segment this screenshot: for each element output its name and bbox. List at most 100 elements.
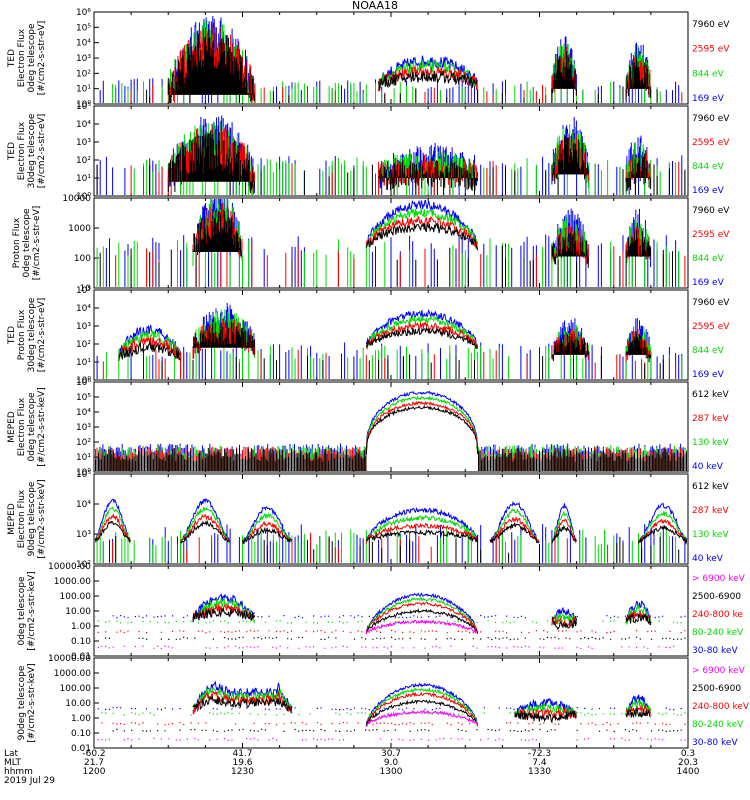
y-tick-label: 10³	[76, 423, 91, 433]
series-black-line	[118, 340, 181, 361]
y-axis-label: [#/cm2-s-str-eV]	[37, 21, 47, 96]
legend-entry: 169 eV	[692, 370, 725, 380]
y-tick-label: 10⁵	[76, 393, 91, 403]
series-red-background	[101, 721, 686, 726]
series-green-line	[242, 512, 292, 543]
series-group	[96, 115, 686, 195]
y-tick-label: 10⁶	[76, 378, 91, 388]
y-tick-label: 10000.00	[48, 562, 91, 572]
series-magenta-line	[365, 619, 479, 635]
y-tick-label: 10⁵	[76, 470, 91, 480]
series-green-line	[489, 508, 540, 543]
series-black-line	[551, 135, 589, 184]
panel-frame	[93, 565, 689, 657]
panel-4	[93, 289, 689, 381]
series-black-line	[514, 709, 577, 724]
y-tick-label: 10⁵	[76, 102, 91, 112]
x-axis-row-label: hhmm	[4, 767, 33, 777]
series-black-line	[365, 699, 479, 727]
series-red-line	[95, 512, 131, 542]
panel-5	[93, 381, 689, 473]
y-tick-label: 10⁵	[76, 286, 91, 296]
y-tick-label: 10²	[76, 340, 91, 350]
y-axis-label: [#/cm2-s-str-keV]	[27, 663, 37, 742]
series-green-line	[625, 604, 651, 626]
series-black-line	[551, 50, 577, 96]
series-group	[95, 498, 687, 563]
y-tick-label: 0.01	[71, 652, 91, 662]
series-green-line	[118, 330, 181, 359]
legend-entry: 7960 eV	[692, 298, 730, 308]
series-blue-line	[638, 502, 687, 544]
series-magenta-background	[95, 645, 675, 650]
series-black-line	[180, 519, 230, 544]
y-axis-label: 30deg telescope	[27, 113, 37, 188]
series-red-line	[365, 691, 479, 726]
y-axis-label: MEPED	[7, 503, 17, 535]
series-green-line	[365, 315, 479, 349]
y-tick-label: 1.00	[71, 714, 91, 724]
series-group	[95, 680, 686, 741]
x-tick-lat: 30.7	[381, 749, 401, 759]
series-green-line	[551, 510, 577, 544]
y-axis-label: Electron Flux	[17, 397, 27, 456]
y-tick-label: 10¹	[76, 174, 91, 184]
y-axis-label: [#/cm2-s-str-keV]	[37, 387, 47, 466]
series-black-line	[625, 230, 652, 260]
legend-entry: 2500-6900	[692, 684, 741, 694]
y-axis-label: Proton Flux	[17, 309, 27, 360]
series-group	[95, 592, 686, 650]
series-blue-line	[365, 506, 479, 541]
series-black-background	[161, 354, 664, 379]
series-blue-line	[551, 503, 577, 543]
y-tick-label: 10²	[76, 560, 91, 570]
y-tick-label: 100	[74, 254, 91, 264]
series-green-line	[365, 687, 479, 727]
legend-entry: 40 keV	[692, 462, 724, 472]
series-green-line	[366, 208, 479, 248]
x-tick-mlt: 7.4	[532, 758, 547, 768]
legend-entry: 612 keV	[692, 482, 729, 492]
legend-entry: 240-800 keV	[692, 702, 750, 712]
series-black-line	[192, 696, 293, 712]
legend-entry: 2595 eV	[692, 322, 730, 332]
panel-frame	[93, 289, 689, 381]
series-green-line	[192, 687, 293, 715]
x-tick-hhmm: 1400	[677, 767, 700, 777]
legend-entry: 287 keV	[692, 506, 729, 516]
series-red-line	[242, 520, 292, 544]
panel-2	[93, 105, 689, 197]
series-black-line	[192, 322, 256, 356]
series-black-line	[95, 520, 131, 544]
x-tick-hhmm: 1230	[231, 767, 254, 777]
series-red-line	[514, 707, 577, 720]
x-axis-row-label: 2019 Jul 29	[4, 776, 55, 786]
x-tick-mlt: 19.6	[232, 758, 252, 768]
series-red-line	[365, 601, 479, 635]
y-axis-label: Proton Flux	[12, 217, 22, 268]
series-black-line	[551, 334, 589, 362]
series-group	[95, 390, 687, 471]
y-tick-label: 0.10	[71, 729, 91, 739]
series-black-background	[99, 245, 673, 287]
panel-6	[93, 473, 689, 565]
series-black-line	[192, 210, 243, 257]
y-tick-label: 0.10	[71, 637, 91, 647]
panel-7	[93, 565, 689, 657]
legend-entry: 40 keV	[692, 554, 724, 564]
y-axis-label: 0deg telescope	[22, 208, 32, 278]
legend-entry: > 6900 keV	[692, 666, 746, 676]
y-axis-label: Electron Flux	[17, 121, 27, 180]
x-tick-mlt: 9.0	[384, 758, 399, 768]
y-tick-label: 10⁴	[76, 120, 91, 130]
y-axis-label: [#/cm2-s-str-eV]	[32, 206, 42, 281]
x-axis-row-label: Lat	[4, 749, 19, 759]
y-axis-label: [#/cm2-s-str-keV]	[27, 571, 37, 650]
y-axis-label: TED	[7, 49, 17, 68]
y-tick-label: 1000.00	[54, 669, 91, 679]
y-tick-label: 10.00	[65, 607, 91, 617]
x-tick-mlt: 20.3	[678, 758, 698, 768]
series-black-line	[551, 524, 577, 544]
y-tick-label: 10¹	[76, 358, 91, 368]
